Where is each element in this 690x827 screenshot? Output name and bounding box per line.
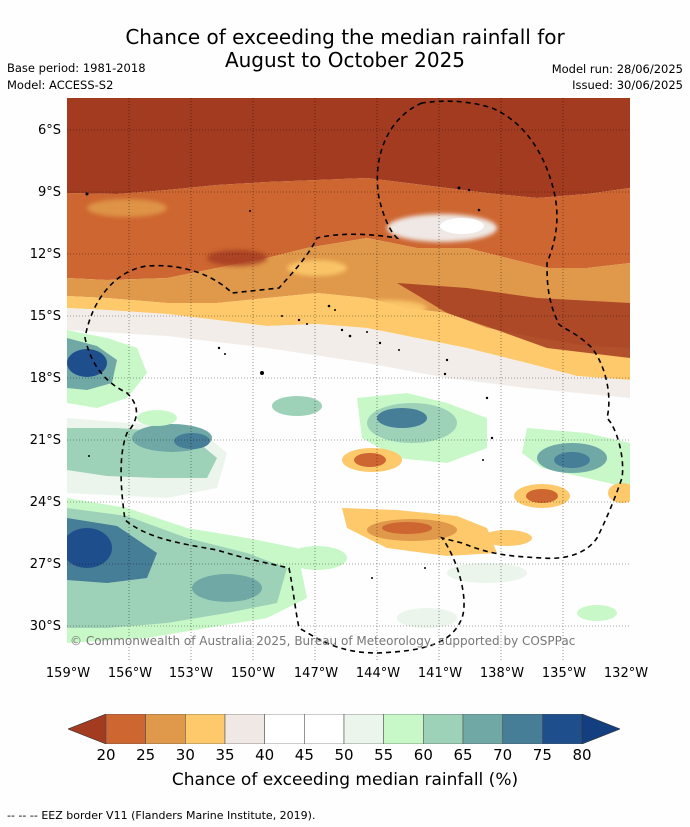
lon-label-144w: 144°W (355, 666, 401, 681)
lon-label-159w: 159°W (45, 666, 91, 681)
model-name: Model: ACCESS-S2 (7, 78, 114, 92)
island-markers (85, 186, 494, 579)
lat-label-30s: 30°S (29, 619, 61, 634)
colorbar-cell (264, 714, 305, 744)
wet-anomaly-west (67, 349, 107, 377)
lat-label-15s: 15°S (29, 309, 61, 324)
colorbar-extend-low (68, 714, 107, 744)
colorbar-cell (105, 714, 146, 744)
rainfall-map-canvas (67, 98, 630, 661)
dry-band-mid (67, 178, 630, 280)
lon-label-132w: 132°W (603, 666, 649, 681)
model-run: Model run: 28/06/2025 (551, 62, 683, 76)
colorbar-tick-label: 75 (532, 746, 552, 764)
base-period: Base period: 1981-2018 (7, 61, 146, 75)
lat-label-27s: 27°S (29, 557, 61, 572)
colorbar-cell (224, 714, 265, 744)
colorbar-cell (423, 714, 464, 744)
chart-title-line1: Chance of exceeding the median rainfall … (125, 25, 565, 49)
lon-label-147w: 147°W (293, 666, 339, 681)
map-gridlines (67, 98, 630, 661)
lon-label-141w: 141°W (417, 666, 463, 681)
colorbar-cell (185, 714, 226, 744)
colorbar-tick-label: 60 (413, 746, 433, 764)
lon-label-135w: 135°W (541, 666, 587, 681)
dry-band-deep (67, 98, 630, 198)
colorbar-label: Chance of exceeding median rainfall (%) (171, 770, 519, 790)
colorbar-cell (383, 714, 424, 744)
colorbar-tick-label: 45 (294, 746, 314, 764)
lat-label-9s: 9°S (37, 185, 61, 200)
colorbar-tick-label: 70 (493, 746, 513, 764)
lat-label-21s: 21°S (29, 433, 61, 448)
lat-label-12s: 12°S (29, 247, 61, 262)
lon-label-156w: 156°W (107, 666, 153, 681)
colorbar-cell (145, 714, 186, 744)
colorbar-tick-label: 50 (334, 746, 354, 764)
issued-date: Issued: 30/06/2025 (572, 78, 683, 92)
lat-label-18s: 18°S (29, 371, 61, 386)
colorbar-extend-high (581, 714, 620, 744)
colorbar-cell (462, 714, 503, 744)
colorbar-tick-label: 55 (374, 746, 394, 764)
colorbar-cell (304, 714, 345, 744)
colorbar (68, 714, 620, 744)
copyright-credit: © Commonwealth of Australia 2025, Bureau… (70, 634, 576, 648)
eez-legend-marker: -- -- -- (7, 809, 38, 822)
eez-borders (84, 100, 624, 654)
colorbar-tick-label: 80 (572, 746, 592, 764)
colorbar-cell (542, 714, 583, 744)
lat-label-6s: 6°S (37, 123, 61, 138)
lon-label-150w: 150°W (230, 666, 276, 681)
colorbar-tick-label: 65 (453, 746, 473, 764)
colorbar-tick-label: 40 (255, 746, 275, 764)
chart-title-line2: August to October 2025 (224, 48, 466, 72)
colorbar-tick-label: 20 (96, 746, 116, 764)
lon-label-153w: 153°W (168, 666, 214, 681)
lat-label-24s: 24°S (29, 495, 61, 510)
colorbar-tick-label: 25 (136, 746, 156, 764)
eez-legend-text: EEZ border V11 (Flanders Marine Institut… (41, 809, 316, 822)
dry-band-edge (67, 293, 630, 380)
wet-anomaly-southwest (67, 528, 112, 568)
colorbar-cell (343, 714, 384, 744)
lon-label-138w: 138°W (479, 666, 525, 681)
footer-note: -- -- -- EEZ border V11 (Flanders Marine… (7, 809, 315, 822)
wet-anomaly-central (377, 408, 427, 428)
rainfall-map: © Commonwealth of Australia 2025, Bureau… (67, 98, 630, 661)
colorbar-tick-label: 30 (175, 746, 195, 764)
colorbar-cell (502, 714, 543, 744)
colorbar-tick-label: 35 (215, 746, 235, 764)
